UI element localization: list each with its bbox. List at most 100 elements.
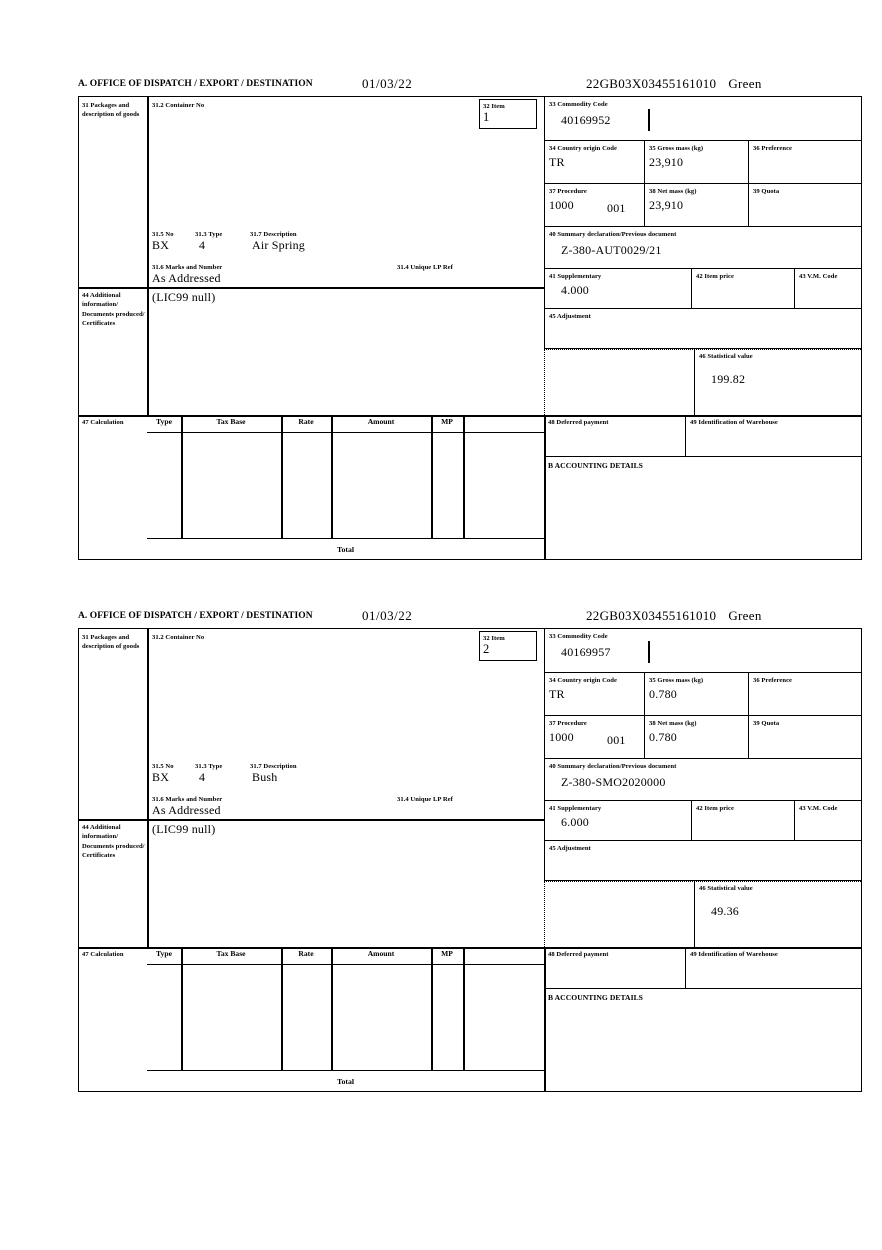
box-39-quota: 39 Quota: [749, 184, 861, 227]
box-37-value: 1000: [549, 730, 574, 745]
declaration-reference-block: 22GB03X03455161010 Green: [586, 76, 762, 92]
box-31-2-container-no-label: 31.2 Container No: [152, 634, 205, 641]
box-48-deferred-payment: 48 Deferred payment: [544, 415, 686, 457]
box-38-net-mass: 38 Net mass (kg) 0.780: [645, 716, 749, 759]
declaration-reference-number: 22GB03X03455161010: [586, 76, 717, 91]
declaration-colour-lane: Green: [728, 608, 762, 623]
box-49-label: 49 Identification of Warehouse: [690, 951, 778, 958]
box-36-preference: 36 Preference: [749, 141, 861, 184]
box-37-procedure: 37 Procedure 1000 001: [544, 716, 645, 759]
box-40-label: 40 Summary declaration/Previous document: [549, 231, 677, 238]
box-31-7-description-label: 31.7 Description: [250, 763, 297, 770]
declaration-reference-number: 22GB03X03455161010: [586, 608, 717, 623]
box-44-value: (LIC99 null): [152, 290, 216, 304]
box-40-summary-declaration: 40 Summary declaration/Previous document…: [544, 759, 861, 801]
calc-rule-4: [431, 947, 433, 1070]
box-41-value: 6.000: [561, 815, 589, 830]
box-b-label: B ACCOUNTING DETAILS: [548, 461, 643, 470]
box-42-label: 42 Item price: [696, 273, 735, 280]
box-49-warehouse-identification: 49 Identification of Warehouse: [686, 947, 861, 989]
box-31-bottom-rule: [79, 819, 544, 821]
box-48-deferred-payment: 48 Deferred payment: [544, 947, 686, 989]
box-31-4-unique-lp-ref-label: 31.4 Unique LP Ref: [397, 263, 453, 271]
box-31-package-lines: 31.5 No 31.3 Type 31.7 Description BX 4 …: [152, 230, 542, 255]
box-38-value: 23,910: [649, 198, 684, 213]
box-31-6-marks-label: 31.6 Marks and Number: [152, 263, 223, 271]
declaration-date: 01/03/22: [362, 76, 413, 91]
box-35-label: 35 Gross mass (kg): [649, 677, 704, 684]
box-48-label: 48 Deferred payment: [548, 951, 609, 958]
form-body: 31 Packages and description of goods 44 …: [78, 628, 862, 1092]
box-34-label: 34 Country origin Code: [549, 145, 617, 152]
box-47-calculation-table: Type Tax Base Rate Amount MP Total: [147, 947, 544, 1091]
declaration-colour-lane: Green: [728, 76, 762, 91]
box-44-stub-label: 44 Additional information/ Documents pro…: [82, 824, 145, 860]
box-37-label: 37 Procedure: [549, 188, 587, 195]
box-35-gross-mass: 35 Gross mass (kg) 0.780: [645, 673, 749, 716]
box-46-value: 49.36: [711, 904, 739, 919]
box-36-label: 36 Preference: [753, 677, 793, 684]
calc-rule-4: [431, 415, 433, 538]
calc-col-mp: MP: [441, 417, 453, 426]
box-41-label: 41 Supplementary: [549, 273, 602, 280]
box-33-commodity-code: 33 Commodity Code 40169957: [544, 629, 861, 673]
box-33-label: 33 Commodity Code: [549, 101, 608, 108]
calculation-body: [147, 433, 544, 539]
box-31-3-type-value: 4: [199, 238, 206, 252]
box-31-4-unique-lp-ref-label: 31.4 Unique LP Ref: [397, 795, 453, 803]
calc-rule-3: [331, 947, 333, 1070]
lower-right-block: 48 Deferred payment 49 Identification of…: [544, 947, 861, 1091]
declaration-date: 01/03/22: [362, 608, 413, 623]
right-data-block: 33 Commodity Code 40169957 34 Country or…: [544, 629, 861, 947]
box-32-item: 32 Item 2: [479, 631, 537, 661]
box-46-statistical-value: 46 Statistical value 49.36: [694, 881, 861, 947]
box-43-vm-code: 43 V.M. Code: [795, 269, 861, 309]
box-32-item-label: 32 Item: [483, 635, 505, 642]
box-45-adjustment: 45 Adjustment: [544, 309, 861, 349]
box-33-divider-tick: [648, 641, 650, 663]
calc-rule-5: [463, 947, 465, 1070]
calc-rule-3: [331, 415, 333, 538]
box-37-value-secondary: 001: [607, 201, 626, 215]
box-31-goods-area: 31.2 Container No 31.5 No 31.3 Type 31.7…: [147, 629, 544, 819]
box-31-3-type-value: 4: [199, 770, 206, 784]
box-43-vm-code: 43 V.M. Code: [795, 801, 861, 841]
calc-col-rate: Rate: [298, 417, 314, 426]
calc-total-label: Total: [336, 1077, 355, 1086]
stub-divider: [147, 97, 149, 415]
box-34-value: TR: [549, 155, 565, 170]
box-33-commodity-code: 33 Commodity Code 40169952: [544, 97, 861, 141]
box-38-net-mass: 38 Net mass (kg) 23,910: [645, 184, 749, 227]
office-of-dispatch-label: A. OFFICE OF DISPATCH / EXPORT / DESTINA…: [78, 79, 313, 89]
stub-divider: [147, 629, 149, 947]
calc-col-mp: MP: [441, 949, 453, 958]
box-40-value: Z-380-AUT0029/21: [561, 243, 662, 258]
box-46-label: 46 Statistical value: [699, 353, 753, 360]
box-46-dotted-top: [544, 881, 861, 882]
box-45-label: 45 Adjustment: [549, 313, 591, 320]
box-37-value: 1000: [549, 198, 574, 213]
box-31-7-description-value: Bush: [252, 770, 278, 784]
box-31-7-description-label: 31.7 Description: [250, 231, 297, 238]
calculation-body: [147, 965, 544, 1071]
box-34-label: 34 Country origin Code: [549, 677, 617, 684]
box-32-item-label: 32 Item: [483, 103, 505, 110]
box-44-content: (LIC99 null): [147, 819, 544, 947]
box-46-region: 46 Statistical value 49.36: [544, 881, 861, 947]
box-39-label: 39 Quota: [753, 720, 780, 727]
calculation-total-row: Total: [147, 1070, 544, 1091]
calc-rule-1: [181, 415, 183, 538]
calc-col-amount: Amount: [367, 949, 395, 958]
right-block-bottom-rule: [544, 415, 861, 417]
form-body: 31 Packages and description of goods 44 …: [78, 96, 862, 560]
box-45-adjustment: 45 Adjustment: [544, 841, 861, 881]
box-31-5-no-label: 31.5 No: [152, 231, 174, 238]
calculation-total-row: Total: [147, 538, 544, 559]
customs-declaration-form-item-1: A. OFFICE OF DISPATCH / EXPORT / DESTINA…: [78, 76, 862, 560]
box-31-5-no-label: 31.5 No: [152, 763, 174, 770]
box-37-procedure: 37 Procedure 1000 001: [544, 184, 645, 227]
customs-declaration-form-item-2: A. OFFICE OF DISPATCH / EXPORT / DESTINA…: [78, 608, 862, 1092]
box-35-gross-mass: 35 Gross mass (kg) 23,910: [645, 141, 749, 184]
box-46-dotted-left: [544, 349, 545, 415]
box-38-label: 38 Net mass (kg): [649, 188, 697, 195]
